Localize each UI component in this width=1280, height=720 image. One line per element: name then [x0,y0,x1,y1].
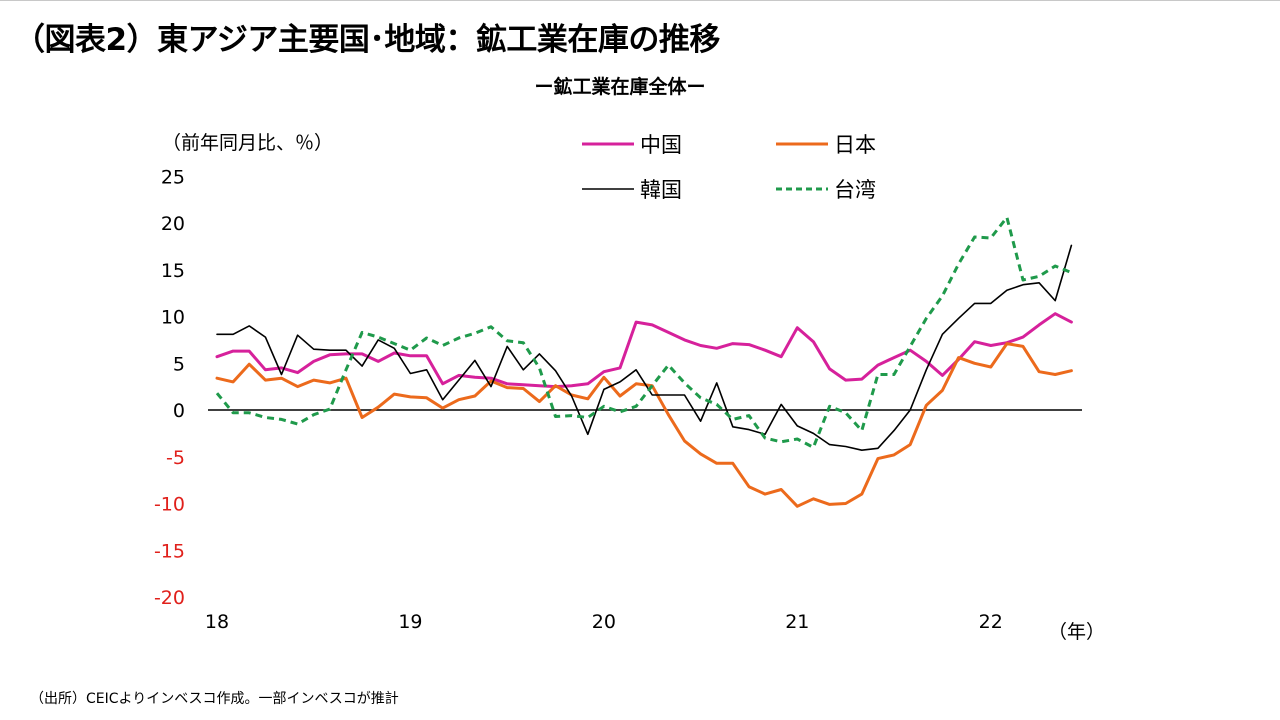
legend-swatch-korea [582,188,634,190]
y-tick-label: 20 [161,213,185,235]
x-tick-label: 18 [205,611,229,633]
legend-swatch-japan [776,142,828,146]
legend-item-taiwan: 台湾 [776,175,876,203]
x-tick-label: 22 [979,611,1003,633]
y-tick-label: -15 [154,540,185,562]
x-tick-label: 19 [398,611,422,633]
y-tick-label: 25 [161,166,185,188]
y-tick-label: 0 [173,400,185,422]
legend-item-china: 中国 [582,130,682,158]
chart-subtitle: ー鉱工業在庫全体ー [534,76,706,98]
series-line-korea [216,244,1073,452]
legend-label-taiwan: 台湾 [834,178,876,202]
legend-item-korea: 韓国 [582,175,682,203]
x-tick-label: 21 [785,611,809,633]
y-tick-label: 5 [173,353,185,375]
legend-label-korea: 韓国 [640,178,682,202]
legend-swatch-taiwan [776,187,828,191]
source-footnote: （出所）CEICよりインベスコ作成。一部インベスコが推計 [30,691,399,707]
x-tick-label: 20 [592,611,616,633]
y-tick-label: 15 [161,260,185,282]
top-rule [0,0,1280,1]
y-tick-label: 10 [161,307,185,329]
y-tick-label: -5 [166,447,185,469]
legend-label-japan: 日本 [834,133,876,157]
legend-item-japan: 日本 [776,130,876,158]
y-tick-label: -20 [154,587,185,609]
x-axis-label: （年） [1048,621,1105,643]
y-tick-label: -10 [154,494,185,516]
page-title: （図表2）東アジア主要国･地域：鉱工業在庫の推移 [14,22,720,58]
y-axis-unit-label: （前年同月比、％） [162,132,334,154]
series-line-taiwan [215,215,1072,449]
legend-swatch-china [582,142,634,146]
legend-label-china: 中国 [640,133,682,157]
series-line-japan [215,342,1073,508]
